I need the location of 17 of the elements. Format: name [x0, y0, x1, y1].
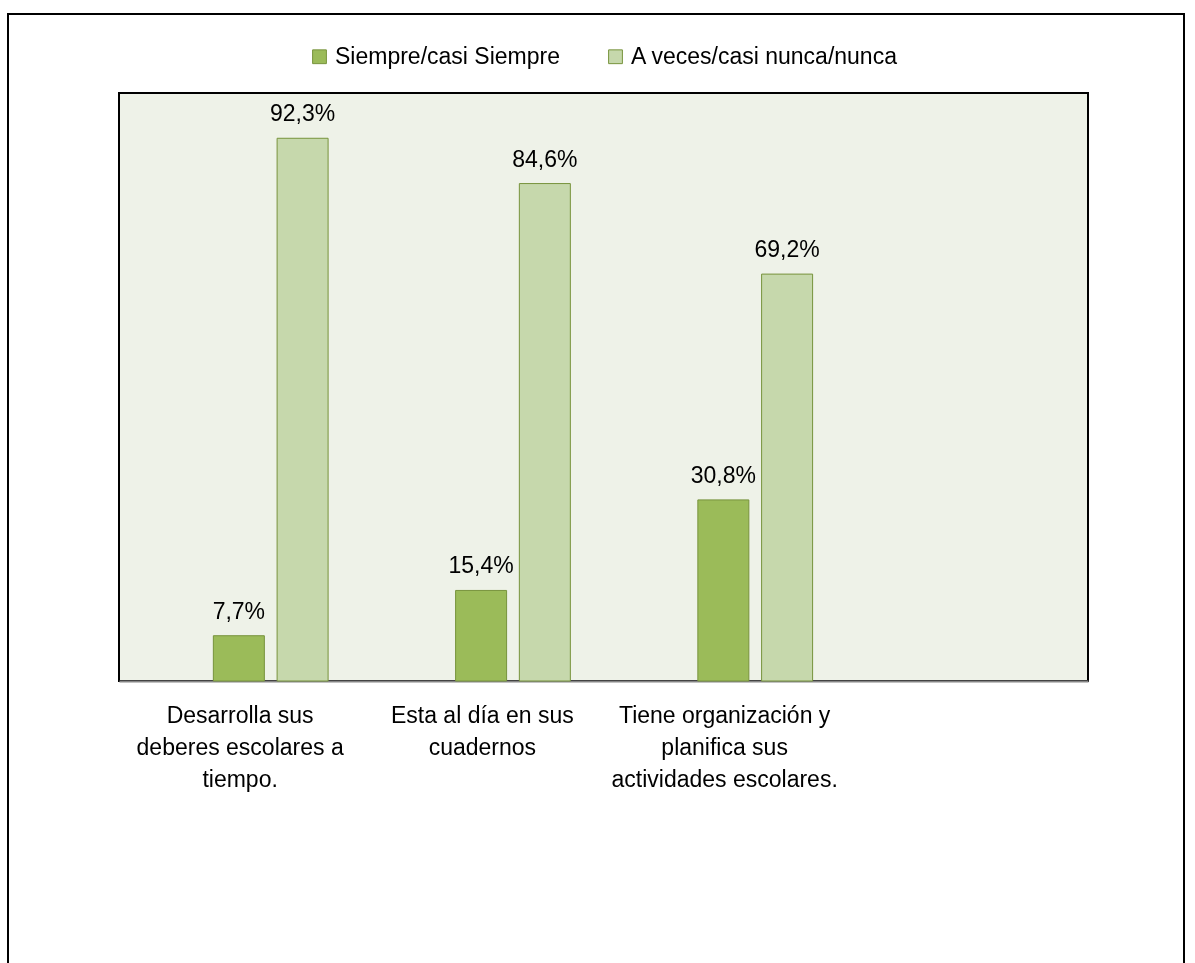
- data-label: 92,3%: [269, 100, 336, 127]
- bar: [761, 273, 814, 682]
- data-label: 84,6%: [512, 145, 578, 172]
- data-label: 30,8%: [690, 461, 756, 488]
- bar: [455, 589, 508, 682]
- x-tick-label: Desarrolla sus deberes escolares a tiempo.: [136, 701, 344, 792]
- legend-label: Siempre/casi Siempre: [335, 42, 560, 69]
- legend-label: A veces/casi nunca/nunca: [631, 42, 898, 69]
- bar: [697, 499, 750, 682]
- x-tick-label: Esta al día en sus cuadernos: [390, 701, 574, 760]
- data-label: 69,2%: [754, 236, 820, 263]
- data-label: 7,7%: [212, 597, 266, 624]
- bar: [276, 137, 329, 682]
- data-label: 15,4%: [448, 552, 514, 579]
- x-tick-label: Tiene organización y planifica sus actividades escolares.: [611, 701, 838, 792]
- bar: [212, 635, 265, 682]
- bar: [518, 183, 571, 682]
